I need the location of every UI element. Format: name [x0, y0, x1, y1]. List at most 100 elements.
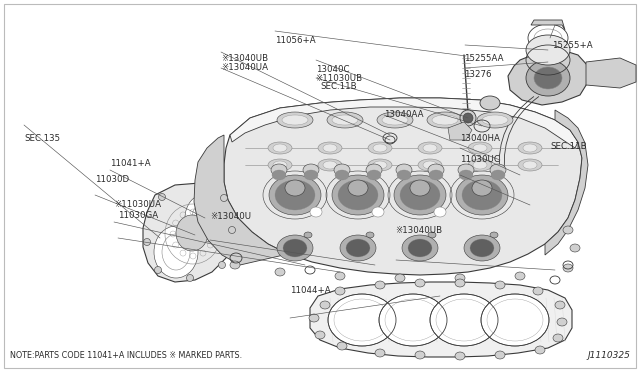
Ellipse shape — [423, 161, 437, 169]
Ellipse shape — [332, 175, 384, 215]
Ellipse shape — [373, 144, 387, 152]
Ellipse shape — [375, 349, 385, 357]
Text: 11030UC: 11030UC — [460, 155, 499, 164]
Ellipse shape — [372, 207, 384, 217]
Ellipse shape — [382, 115, 408, 125]
Ellipse shape — [395, 274, 405, 282]
Ellipse shape — [275, 268, 285, 276]
Ellipse shape — [335, 272, 345, 280]
Text: 11044+A: 11044+A — [290, 286, 330, 295]
Ellipse shape — [277, 112, 313, 128]
Ellipse shape — [310, 207, 322, 217]
Ellipse shape — [470, 239, 494, 257]
Ellipse shape — [340, 235, 376, 261]
Ellipse shape — [304, 170, 318, 180]
Text: ※13040U: ※13040U — [210, 212, 251, 221]
Ellipse shape — [283, 239, 307, 257]
Ellipse shape — [176, 215, 208, 251]
Ellipse shape — [309, 314, 319, 322]
Ellipse shape — [228, 227, 236, 234]
Ellipse shape — [337, 342, 347, 350]
Ellipse shape — [555, 301, 565, 309]
Ellipse shape — [456, 175, 508, 215]
Ellipse shape — [563, 226, 573, 234]
Ellipse shape — [472, 180, 492, 196]
Polygon shape — [586, 58, 636, 88]
Ellipse shape — [523, 144, 537, 152]
Text: 15255AA: 15255AA — [464, 54, 504, 63]
Ellipse shape — [455, 279, 465, 287]
Text: ※13040UB: ※13040UB — [221, 54, 268, 63]
Ellipse shape — [458, 164, 474, 176]
Ellipse shape — [368, 159, 392, 171]
Ellipse shape — [271, 164, 287, 176]
Ellipse shape — [269, 175, 321, 215]
Ellipse shape — [473, 144, 487, 152]
Ellipse shape — [535, 346, 545, 354]
Ellipse shape — [332, 115, 358, 125]
Text: ※13040UA: ※13040UA — [221, 63, 268, 72]
Ellipse shape — [327, 112, 363, 128]
Ellipse shape — [490, 164, 506, 176]
Ellipse shape — [526, 60, 570, 96]
Ellipse shape — [348, 180, 368, 196]
Ellipse shape — [367, 170, 381, 180]
Text: 13040HA: 13040HA — [460, 134, 499, 143]
Ellipse shape — [415, 279, 425, 287]
Ellipse shape — [185, 194, 225, 242]
Ellipse shape — [491, 170, 505, 180]
Polygon shape — [545, 110, 588, 255]
Ellipse shape — [473, 161, 487, 169]
Ellipse shape — [275, 180, 315, 210]
Ellipse shape — [490, 232, 498, 238]
Ellipse shape — [402, 235, 438, 261]
Ellipse shape — [318, 159, 342, 171]
Ellipse shape — [415, 351, 425, 359]
Ellipse shape — [518, 159, 542, 171]
Ellipse shape — [273, 161, 287, 169]
Ellipse shape — [218, 262, 225, 269]
Ellipse shape — [282, 115, 308, 125]
Ellipse shape — [338, 180, 378, 210]
Ellipse shape — [396, 164, 412, 176]
Ellipse shape — [427, 112, 463, 128]
Ellipse shape — [375, 281, 385, 289]
Ellipse shape — [268, 142, 292, 154]
Ellipse shape — [366, 232, 374, 238]
Ellipse shape — [304, 232, 312, 238]
Ellipse shape — [334, 164, 350, 176]
Ellipse shape — [533, 287, 543, 295]
Ellipse shape — [277, 235, 313, 261]
Text: 11056+A: 11056+A — [275, 36, 316, 45]
Ellipse shape — [462, 180, 502, 210]
Ellipse shape — [468, 159, 492, 171]
Ellipse shape — [272, 170, 286, 180]
Ellipse shape — [428, 232, 436, 238]
Ellipse shape — [328, 294, 396, 346]
Ellipse shape — [459, 170, 473, 180]
Ellipse shape — [432, 115, 458, 125]
Ellipse shape — [526, 35, 570, 65]
Text: 13040AA: 13040AA — [384, 110, 424, 119]
Ellipse shape — [320, 301, 330, 309]
Ellipse shape — [481, 294, 549, 346]
Ellipse shape — [423, 144, 437, 152]
Ellipse shape — [460, 110, 476, 126]
Polygon shape — [531, 20, 565, 30]
Ellipse shape — [518, 142, 542, 154]
Ellipse shape — [221, 195, 227, 202]
Ellipse shape — [315, 331, 325, 339]
Ellipse shape — [154, 266, 161, 273]
Ellipse shape — [523, 161, 537, 169]
Text: 11030GA: 11030GA — [118, 211, 159, 219]
Ellipse shape — [455, 352, 465, 360]
Polygon shape — [448, 122, 472, 140]
Text: 11041+A: 11041+A — [110, 159, 150, 168]
Ellipse shape — [434, 207, 446, 217]
Ellipse shape — [463, 113, 473, 123]
Ellipse shape — [410, 180, 430, 196]
Ellipse shape — [477, 112, 513, 128]
Ellipse shape — [318, 142, 342, 154]
Ellipse shape — [159, 193, 166, 201]
Polygon shape — [194, 135, 288, 265]
